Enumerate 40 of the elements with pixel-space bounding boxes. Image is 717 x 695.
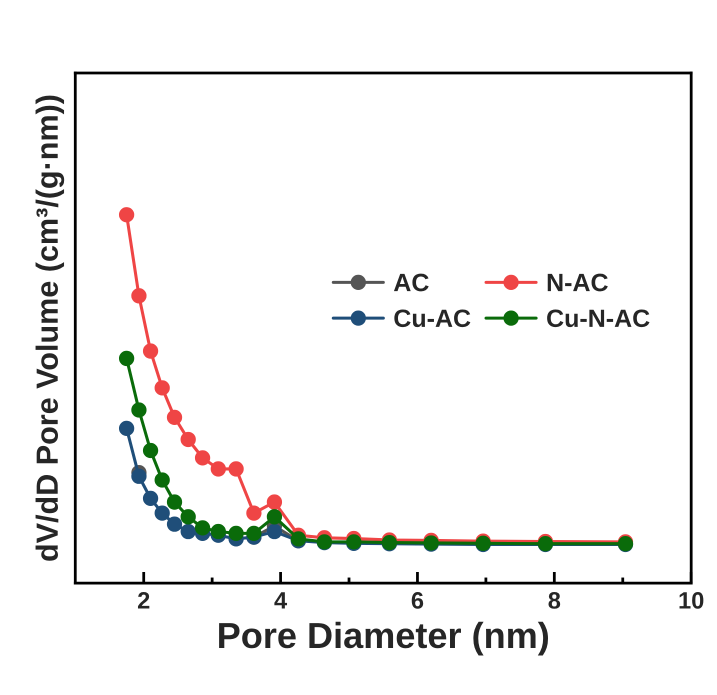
point [180, 432, 196, 448]
point [154, 505, 170, 521]
point [118, 207, 134, 222]
x-tick-label: 2 [138, 592, 150, 609]
point [266, 494, 282, 510]
point [246, 505, 262, 521]
point [228, 526, 244, 542]
point [180, 509, 196, 524]
point [210, 461, 226, 477]
point [166, 410, 182, 425]
x-tick-label: 4 [274, 592, 288, 609]
x-tick-label: 10 [680, 592, 704, 609]
legend-label: N-AC [548, 274, 608, 292]
point [154, 472, 170, 488]
point [131, 468, 147, 484]
point [166, 494, 182, 510]
point [246, 526, 262, 542]
point [194, 520, 210, 536]
point [194, 450, 210, 466]
point [131, 288, 147, 304]
point [266, 509, 282, 524]
legend-label: AC [394, 274, 429, 292]
point [142, 442, 158, 458]
y-axis-title: dV/dD Pore Volume (cm³/(g·nm)) [36, 96, 64, 561]
point [118, 420, 134, 436]
x-axis-title: Pore Diameter (nm) [219, 622, 548, 656]
point [131, 402, 147, 418]
point [154, 380, 170, 396]
x-tick-label: 8 [548, 592, 560, 609]
point [180, 524, 196, 540]
point [266, 524, 282, 540]
point [228, 461, 244, 477]
x-tick-label: 6 [412, 592, 424, 609]
point [118, 350, 134, 366]
point [210, 524, 226, 540]
point [142, 490, 158, 506]
legend-label: Cu-N-AC [547, 309, 650, 328]
point [142, 343, 158, 359]
legend-label: Cu-AC [394, 309, 470, 328]
point [166, 516, 182, 532]
